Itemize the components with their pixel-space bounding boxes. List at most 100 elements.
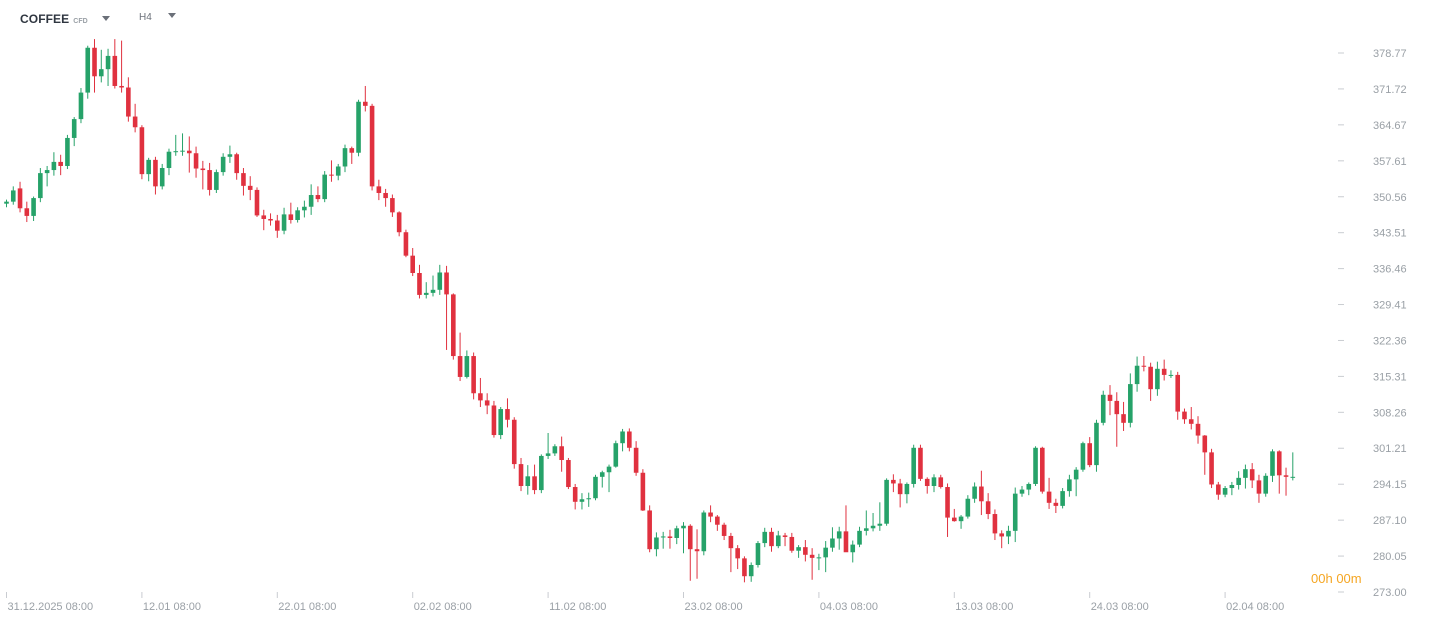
candle-body bbox=[877, 523, 883, 526]
y-axis-label: 364.67 bbox=[1373, 120, 1407, 132]
y-axis-label: 329.41 bbox=[1373, 300, 1407, 312]
candle-body bbox=[1067, 479, 1072, 492]
candle-body bbox=[715, 516, 720, 525]
candle-body bbox=[4, 201, 9, 204]
y-axis-label: 371.72 bbox=[1373, 84, 1407, 96]
candle-body bbox=[119, 85, 124, 88]
candle-body bbox=[376, 186, 382, 193]
candle-body bbox=[437, 272, 443, 290]
candle-body bbox=[295, 210, 300, 220]
timer-minutes-unit: m bbox=[1350, 571, 1362, 586]
candle-body bbox=[857, 530, 862, 545]
y-axis-label: 301.21 bbox=[1373, 443, 1407, 455]
candle-body bbox=[1168, 374, 1174, 376]
candle-body bbox=[444, 272, 449, 295]
candle-body bbox=[451, 294, 456, 357]
candle-body bbox=[938, 477, 944, 488]
candle-body bbox=[166, 151, 172, 169]
y-axis-label: 308.26 bbox=[1373, 407, 1407, 419]
candle-body bbox=[559, 446, 564, 461]
x-axis-label: 12.01 08:00 bbox=[143, 601, 201, 613]
candle-body bbox=[403, 232, 409, 256]
x-axis-label: 04.03 08:00 bbox=[820, 601, 878, 613]
candle-body bbox=[701, 512, 707, 552]
timer-minutes: 00 bbox=[1336, 571, 1351, 586]
candle-body bbox=[1019, 489, 1025, 494]
candle-body bbox=[620, 431, 625, 444]
candle-body bbox=[322, 174, 327, 200]
candle-body bbox=[92, 47, 97, 77]
x-axis-label: 31.12.2025 08:00 bbox=[8, 601, 94, 613]
candle-body bbox=[105, 55, 111, 70]
symbol-selector[interactable]: COFFEE CFD bbox=[20, 12, 110, 26]
x-axis-label: 02.02 08:00 bbox=[414, 601, 472, 613]
candle-body bbox=[735, 548, 740, 559]
candle-body bbox=[965, 498, 971, 517]
candle-body bbox=[816, 557, 822, 559]
candle-body bbox=[1114, 400, 1120, 415]
candle-body bbox=[945, 487, 950, 518]
candle-body bbox=[71, 119, 77, 138]
timeframe-selector[interactable]: H4 bbox=[139, 12, 176, 23]
candle-body bbox=[1236, 477, 1241, 485]
y-axis-label: 378.77 bbox=[1373, 48, 1407, 60]
candle-body bbox=[897, 483, 903, 495]
candle-body bbox=[694, 549, 700, 552]
candle-body bbox=[1134, 365, 1140, 385]
candle-body bbox=[369, 105, 375, 187]
candle-body bbox=[789, 536, 795, 551]
candle-body bbox=[566, 460, 571, 488]
candle-body bbox=[1175, 374, 1181, 412]
candle-body bbox=[471, 356, 476, 394]
candle-body bbox=[532, 476, 537, 491]
candle-body bbox=[674, 528, 680, 538]
candle-body bbox=[491, 405, 497, 436]
candle-body bbox=[924, 478, 930, 487]
candle-body bbox=[261, 215, 267, 219]
candle-body bbox=[396, 212, 402, 233]
candle-body bbox=[38, 173, 43, 199]
candle-body bbox=[220, 156, 226, 173]
candle-body bbox=[1060, 491, 1065, 506]
candle-body bbox=[1012, 493, 1018, 531]
y-axis-label: 287.10 bbox=[1373, 515, 1407, 527]
chevron-down-icon bbox=[101, 16, 110, 21]
candle-body bbox=[1249, 469, 1255, 481]
candle-body bbox=[1222, 488, 1228, 495]
candle-body bbox=[1128, 384, 1133, 423]
candle-body bbox=[803, 547, 808, 555]
candle-body bbox=[1161, 368, 1167, 375]
candle-body bbox=[335, 166, 341, 176]
candle-body bbox=[1290, 476, 1296, 478]
candle-body bbox=[843, 531, 849, 553]
candle-body bbox=[775, 535, 781, 547]
candle-body bbox=[200, 168, 206, 171]
y-axis-label: 343.51 bbox=[1373, 228, 1407, 240]
x-axis-label: 24.03 08:00 bbox=[1091, 601, 1149, 613]
candle-body bbox=[1182, 411, 1187, 420]
candle-body bbox=[505, 409, 510, 420]
candle-body bbox=[640, 472, 646, 511]
candle-body bbox=[363, 101, 368, 106]
chart-toolbar: COFFEE CFD H4 bbox=[0, 0, 1434, 36]
candle-body bbox=[478, 393, 483, 401]
candle-body bbox=[1080, 443, 1086, 470]
candle-body bbox=[227, 154, 233, 157]
candle-body bbox=[613, 443, 619, 467]
candle-body bbox=[1141, 365, 1147, 367]
candle-body bbox=[85, 47, 91, 93]
candle-body bbox=[850, 544, 856, 553]
candle-body bbox=[1033, 447, 1038, 484]
candle-body bbox=[755, 543, 761, 565]
candle-body bbox=[1006, 530, 1011, 537]
candle-body bbox=[1046, 491, 1052, 503]
candle-body bbox=[390, 198, 395, 213]
candle-body bbox=[586, 498, 592, 500]
candle-body bbox=[599, 472, 605, 477]
candle-body bbox=[891, 479, 896, 484]
candle-body bbox=[633, 447, 639, 473]
candle-countdown-timer: 00h 00m bbox=[1311, 571, 1362, 586]
candle-body bbox=[762, 531, 768, 544]
candle-body bbox=[1216, 484, 1221, 495]
